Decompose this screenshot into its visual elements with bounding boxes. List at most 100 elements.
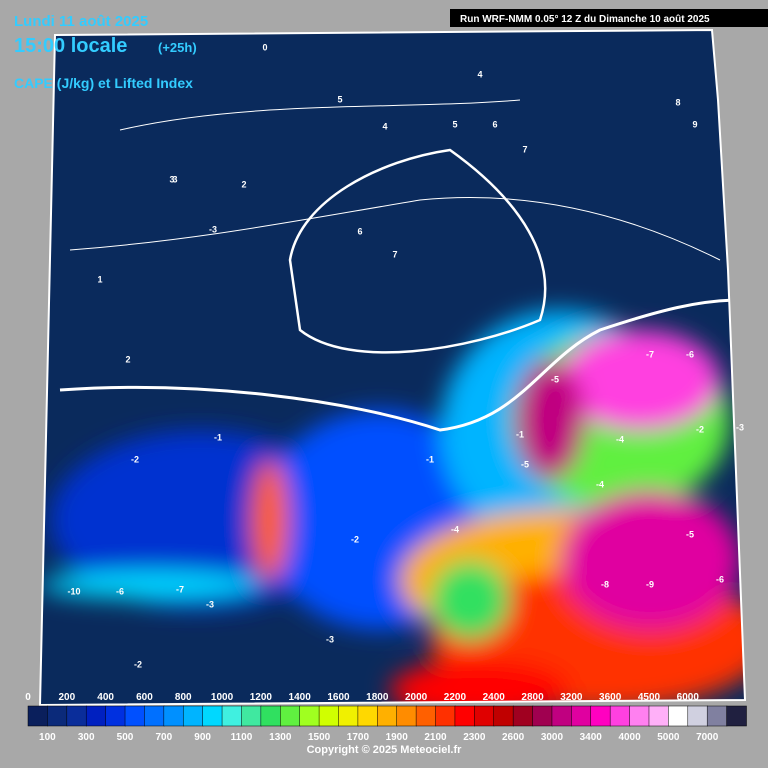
contour-label: -5 — [551, 374, 559, 384]
legend-label: 0 — [25, 692, 31, 703]
contour-label: 2 — [241, 179, 246, 189]
legend-swatch — [260, 705, 282, 727]
contour-label: -3 — [326, 634, 334, 644]
contour-label: 2 — [125, 354, 130, 364]
legend-label: 400 — [97, 692, 114, 703]
contour-label: -3 — [736, 422, 744, 432]
run-info: Run WRF-NMM 0.05° 12 Z du Dimanche 10 ao… — [460, 14, 710, 25]
contour-label: -6 — [716, 574, 724, 584]
legend-label: 1500 — [308, 732, 331, 743]
contour-label: -7 — [176, 584, 184, 594]
legend-swatch — [609, 705, 631, 727]
legend-swatch — [163, 705, 184, 727]
contour-label: 3 — [172, 174, 177, 184]
legend-label: 2000 — [405, 692, 428, 703]
legend-label: 600 — [136, 692, 153, 703]
legend-swatch — [124, 705, 146, 727]
legend-swatch — [474, 705, 495, 727]
legend-swatch — [221, 705, 243, 727]
contour-label: -5 — [521, 459, 529, 469]
legend-label: 1200 — [250, 692, 273, 703]
legend-label: 300 — [78, 732, 95, 743]
legend: 0 200 400 600 800 1000 1200 1400 1600 1800 2000 220… — [25, 692, 747, 743]
legend-swatch — [590, 705, 611, 727]
contour-label: -1 — [214, 432, 222, 442]
legend-label: 2600 — [502, 732, 525, 743]
contour-label: -9 — [646, 579, 654, 589]
contour-label: 6 — [357, 226, 362, 236]
legend-label: 4500 — [638, 692, 661, 703]
legend-swatch — [532, 705, 553, 727]
legend-label: 1400 — [289, 692, 312, 703]
legend-swatch — [415, 705, 437, 727]
time: 15:00 locale — [14, 35, 127, 57]
contour-label: -2 — [131, 454, 139, 464]
legend-swatch — [47, 705, 68, 727]
legend-swatch — [357, 705, 379, 727]
legend-label: 1900 — [386, 732, 409, 743]
legend-label: 2800 — [521, 692, 544, 703]
contour-label: -6 — [686, 349, 694, 359]
legend-swatch — [551, 705, 573, 727]
contour-label: 1 — [97, 274, 102, 284]
legend-swatch — [182, 705, 204, 727]
contour-label: -2 — [696, 424, 704, 434]
contour-label: 7 — [392, 249, 397, 259]
contour-label: 7 — [522, 144, 527, 154]
legend-label: 7000 — [696, 732, 719, 743]
legend-swatch — [706, 705, 728, 727]
cape-areas — [40, 310, 745, 705]
legend-label: 2400 — [483, 692, 506, 703]
legend-swatch — [648, 705, 670, 727]
legend-swatch — [318, 705, 340, 727]
contour-label: -10 — [67, 586, 80, 596]
contour-label: -7 — [646, 349, 654, 359]
legend-label: 800 — [175, 692, 192, 703]
legend-label: 1000 — [211, 692, 234, 703]
contour-label: -4 — [451, 524, 459, 534]
copyright: Copyright © 2025 Meteociel.fr — [307, 744, 463, 756]
legend-swatch — [27, 705, 49, 727]
legend-label: 500 — [117, 732, 134, 743]
legend-label: 2100 — [424, 732, 447, 743]
contour-label: -4 — [596, 479, 604, 489]
legend-swatch — [377, 705, 398, 727]
contour-label: -3 — [209, 224, 217, 234]
legend-label: 3400 — [580, 732, 603, 743]
contour-label: -8 — [601, 579, 609, 589]
contour-label: 3 — [169, 174, 174, 184]
contour-label: -2 — [134, 659, 142, 669]
legend-swatch — [396, 705, 417, 727]
legend-label: 1300 — [269, 732, 292, 743]
run-box — [450, 9, 768, 27]
contour-label: 4 — [477, 69, 482, 79]
legend-swatch — [629, 705, 650, 727]
contour-label: -1 — [426, 454, 434, 464]
contour-label: -2 — [351, 534, 359, 544]
legend-swatch — [726, 705, 747, 727]
legend-swatch — [299, 705, 320, 727]
legend-swatch — [338, 705, 359, 727]
contour-label: -6 — [116, 586, 124, 596]
legend-swatch — [144, 705, 165, 727]
legend-swatch — [512, 705, 534, 727]
date: Lundi 11 août 2025 — [14, 13, 148, 30]
legend-swatch — [668, 705, 689, 727]
legend-label: 2200 — [444, 692, 467, 703]
legend-swatch — [435, 705, 456, 727]
contour-label: 0 — [262, 42, 267, 52]
lead-time: (+25h) — [158, 40, 197, 55]
legend-label: 6000 — [677, 692, 700, 703]
legend-label: 900 — [194, 732, 211, 743]
legend-swatch — [105, 705, 126, 727]
legend-label: 3200 — [560, 692, 583, 703]
legend-label: 200 — [58, 692, 75, 703]
legend-label: 1100 — [231, 732, 253, 743]
legend-swatch — [493, 705, 514, 727]
contour-label: 6 — [492, 119, 497, 129]
domain-border — [38, 28, 747, 707]
legend-label: 1800 — [366, 692, 389, 703]
legend-label: 1700 — [347, 732, 370, 743]
